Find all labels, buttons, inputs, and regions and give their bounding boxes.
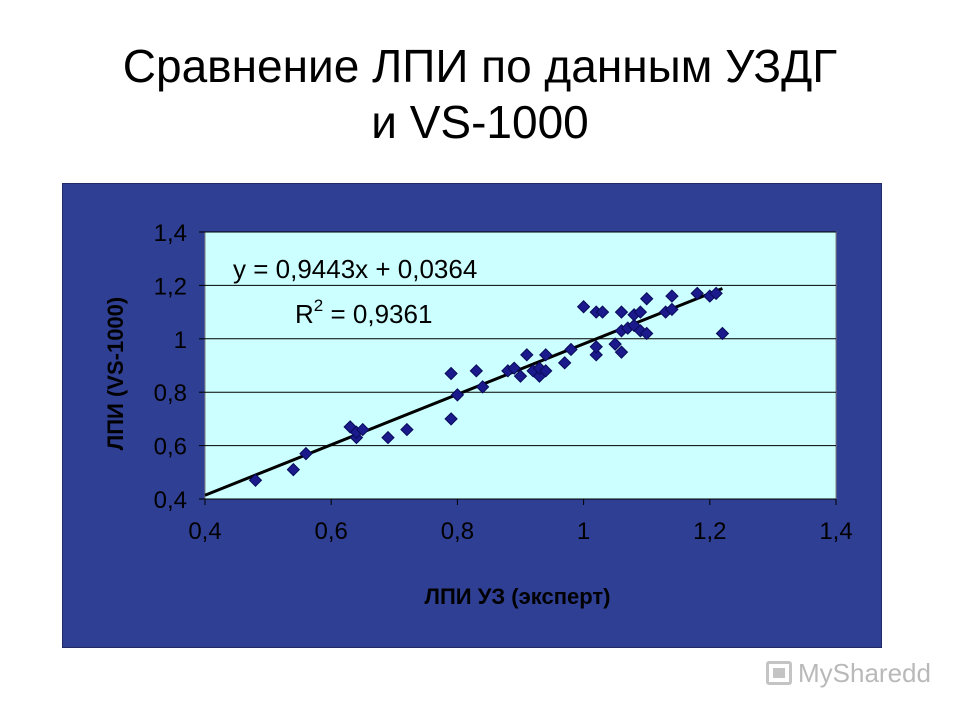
y-tick-label: 0,6 bbox=[154, 434, 187, 461]
data-point bbox=[665, 302, 679, 317]
data-point bbox=[450, 388, 465, 402]
data-point bbox=[507, 361, 521, 375]
data-point bbox=[639, 292, 654, 306]
data-point bbox=[564, 342, 578, 357]
x-tick-label: 0,6 bbox=[315, 518, 348, 545]
x-tick-label: 1,2 bbox=[693, 518, 726, 545]
watermark: MySharedd bbox=[766, 655, 931, 691]
data-point bbox=[400, 422, 414, 437]
data-point bbox=[539, 348, 553, 362]
data-point bbox=[709, 286, 723, 301]
data-point bbox=[356, 422, 370, 437]
data-point bbox=[248, 473, 263, 488]
data-point bbox=[639, 326, 654, 341]
data-point bbox=[444, 366, 458, 381]
data-point bbox=[576, 300, 591, 314]
scatter-chart: 0,4 0,6 0,8 1 1,2 1,4 0,4 0,6 0,8 1 1,2 1,4 ЛПИ (V… bbox=[103, 220, 853, 609]
trendline-r-squared: R2 = 0,9361 bbox=[295, 296, 432, 329]
data-point bbox=[614, 305, 629, 319]
data-point bbox=[286, 462, 301, 477]
data-point bbox=[381, 430, 395, 445]
y-tick-label: 0,4 bbox=[154, 487, 187, 514]
y-axis-title: ЛПИ (VS-1000) bbox=[103, 297, 128, 450]
watermark-text: MySharedd bbox=[798, 657, 931, 688]
data-point bbox=[665, 289, 679, 303]
x-tick-label: 0,8 bbox=[441, 518, 474, 545]
presentation-icon bbox=[766, 661, 792, 685]
slide-title-line-1: Сравнение ЛПИ по данным УЗДГ bbox=[122, 40, 838, 92]
data-point bbox=[513, 369, 528, 383]
y-tick-label: 1,2 bbox=[154, 273, 187, 300]
x-tick-label: 1,4 bbox=[819, 518, 852, 545]
r-squared-value: = 0,9361 bbox=[323, 299, 432, 329]
data-point bbox=[539, 364, 553, 378]
y-tick-label: 0,8 bbox=[154, 380, 187, 407]
y-tick-label: 1 bbox=[174, 327, 187, 354]
data-point bbox=[633, 305, 648, 319]
data-point bbox=[475, 380, 490, 394]
trendline-equation: y = 0,9443x + 0,0364 bbox=[233, 254, 477, 284]
data-point bbox=[299, 446, 313, 461]
slide-title: Сравнение ЛПИ по данным УЗДГ и VS-1000 bbox=[0, 38, 960, 150]
data-point bbox=[589, 348, 603, 362]
x-tick-label: 1 bbox=[577, 518, 590, 545]
data-point bbox=[715, 326, 730, 341]
y-tick-label: 1,4 bbox=[154, 220, 187, 247]
data-point bbox=[469, 364, 484, 378]
slide-title-line-2: и VS-1000 bbox=[371, 96, 589, 148]
r-squared-symbol: R bbox=[295, 299, 314, 329]
data-point bbox=[520, 348, 534, 362]
data-point bbox=[557, 356, 572, 370]
data-point bbox=[690, 286, 704, 301]
data-point bbox=[595, 305, 610, 319]
data-point bbox=[444, 412, 458, 426]
data-point bbox=[614, 345, 629, 359]
x-axis-title: ЛПИ УЗ (эксперт) bbox=[425, 584, 611, 609]
data-point bbox=[589, 340, 603, 354]
r-squared-superscript: 2 bbox=[314, 296, 323, 315]
chart-panel: 0,4 0,6 0,8 1 1,2 1,4 0,4 0,6 0,8 1 1,2 1,4 ЛПИ (V… bbox=[62, 183, 882, 648]
data-point bbox=[608, 337, 622, 351]
x-tick-label: 0,4 bbox=[188, 518, 221, 545]
